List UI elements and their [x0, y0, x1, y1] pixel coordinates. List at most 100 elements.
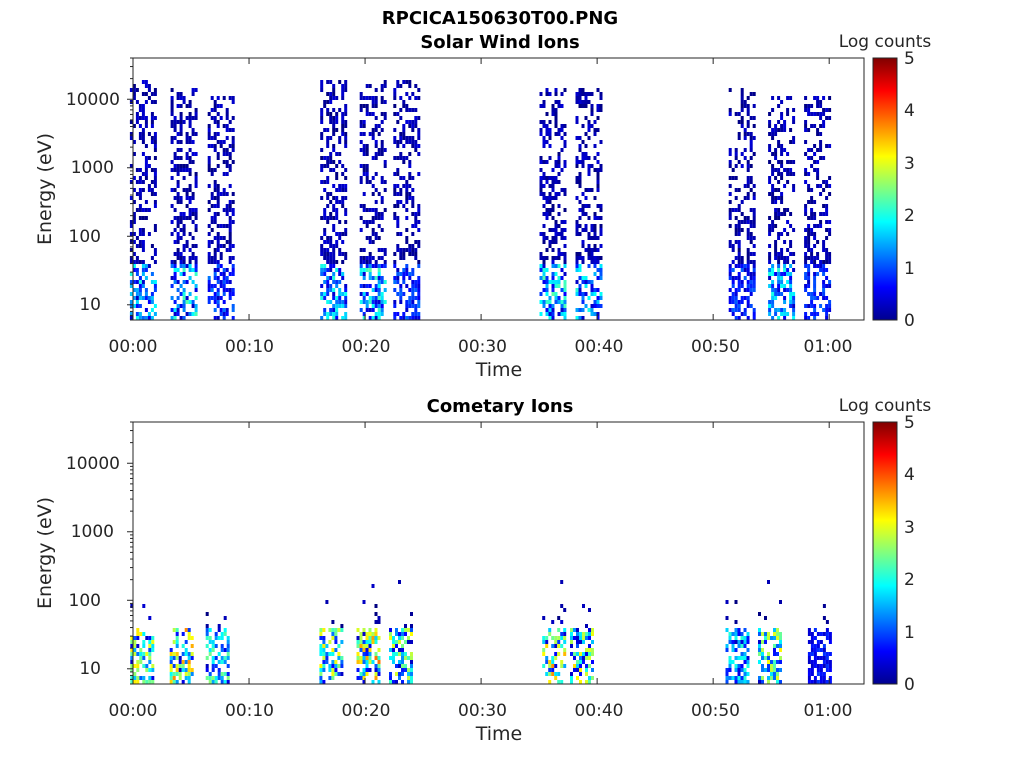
spectrogram-cell [599, 92, 603, 96]
spectrogram-cell [410, 656, 413, 660]
y-axis-label: Energy (eV) [34, 497, 56, 609]
spectrogram-cell [764, 656, 767, 660]
spectrogram-cell [138, 136, 142, 140]
spectrogram-cell [584, 276, 588, 280]
spectrogram-cell [828, 108, 832, 112]
spectrogram-cell [225, 108, 229, 112]
spectrogram-cell [374, 304, 378, 308]
spectrogram-cell [780, 116, 784, 120]
spectrogram-cell [786, 268, 790, 272]
spectrogram-cell [557, 156, 561, 160]
spectrogram-cell [153, 288, 157, 292]
spectrogram-cell [323, 212, 327, 216]
spectrogram-cell [816, 680, 820, 684]
spectrogram-cell [371, 176, 375, 180]
spectrogram-cell [579, 636, 582, 640]
spectrogram-cell [768, 112, 772, 116]
spectrogram-cell [132, 96, 136, 100]
spectrogram-cell [405, 208, 409, 212]
spectrogram-cell [132, 296, 136, 300]
spectrogram-cell [743, 268, 747, 272]
spectrogram-cell [194, 112, 198, 116]
spectrogram-cell [194, 216, 198, 220]
spectrogram-cell [225, 276, 229, 280]
spectrogram-cell [135, 296, 139, 300]
spectrogram-cell [548, 212, 552, 216]
spectrogram-cell [792, 304, 796, 308]
spectrogram-cell [320, 272, 324, 276]
spectrogram-cell [176, 224, 180, 228]
spectrogram-cell [132, 188, 136, 192]
spectrogram-cell [581, 308, 585, 312]
spectrogram-cell [740, 640, 744, 644]
spectrogram-cell [216, 236, 220, 240]
spectrogram-cell [405, 308, 409, 312]
spectrogram-cell [599, 244, 603, 248]
spectrogram-cell [374, 640, 378, 644]
spectrogram-cell [581, 228, 585, 232]
spectrogram-cell [135, 180, 139, 184]
spectrogram-cell [147, 208, 151, 212]
spectrogram-cell [188, 212, 192, 216]
spectrogram-cell [396, 276, 400, 280]
spectrogram-cell [374, 288, 378, 292]
spectrogram-cell [222, 208, 226, 212]
spectrogram-cell [173, 276, 177, 280]
spectrogram-cell [226, 672, 230, 676]
spectrogram-cell [188, 292, 192, 296]
spectrogram-cell [194, 116, 198, 120]
spectrogram-cell [179, 264, 183, 268]
spectrogram-cell [545, 88, 549, 92]
spectrogram-cell [176, 256, 180, 260]
spectrogram-cell [210, 136, 214, 140]
spectrogram-cell [396, 268, 400, 272]
spectrogram-cell [749, 240, 753, 244]
spectrogram-cell [380, 128, 384, 132]
spectrogram-cell [191, 196, 195, 200]
spectrogram-cell [786, 220, 790, 224]
spectrogram-cell [153, 200, 157, 204]
spectrogram-cell [585, 668, 588, 672]
spectrogram-cell [329, 276, 333, 280]
spectrogram-cell [563, 160, 567, 164]
spectrogram-cell [563, 236, 567, 240]
spectrogram-cell [194, 152, 198, 156]
spectrogram-cell [365, 672, 369, 676]
spectrogram-cell [214, 656, 218, 660]
spectrogram-cell [374, 296, 378, 300]
spectrogram-cell [551, 620, 555, 624]
spectrogram-cell [731, 640, 735, 644]
spectrogram-cell [792, 172, 796, 176]
spectrogram-cell [392, 680, 395, 684]
spectrogram-cell [398, 648, 401, 652]
spectrogram-cell [329, 244, 333, 248]
spectrogram-cell [545, 268, 549, 272]
spectrogram-cell [749, 92, 753, 96]
spectrogram-cell [728, 200, 732, 204]
spectrogram-cell [216, 104, 220, 108]
spectrogram-cell [737, 668, 741, 672]
spectrogram-cell [786, 96, 790, 100]
y-tick-1000: 1000 [71, 522, 114, 542]
spectrogram-cell [182, 176, 186, 180]
spectrogram-cell [570, 644, 573, 648]
spectrogram-cell [325, 656, 329, 660]
spectrogram-cell [411, 312, 415, 316]
spectrogram-cell [731, 648, 735, 652]
spectrogram-cell [411, 316, 415, 320]
spectrogram-cell [231, 244, 235, 248]
spectrogram-cell [575, 136, 579, 140]
spectrogram-cell [828, 280, 832, 284]
spectrogram-cell [399, 140, 403, 144]
spectrogram-cell [344, 208, 348, 212]
spectrogram-cell [560, 148, 564, 152]
spectrogram-cell [371, 316, 375, 320]
spectrogram-cell [405, 216, 409, 220]
spectrogram-cell [728, 224, 732, 228]
spectrogram-cell [331, 676, 335, 680]
spectrogram-cell [773, 668, 776, 672]
spectrogram-cell [169, 648, 173, 652]
spectrogram-cell [362, 680, 366, 684]
spectrogram-cell [341, 164, 345, 168]
spectrogram-cell [326, 196, 330, 200]
